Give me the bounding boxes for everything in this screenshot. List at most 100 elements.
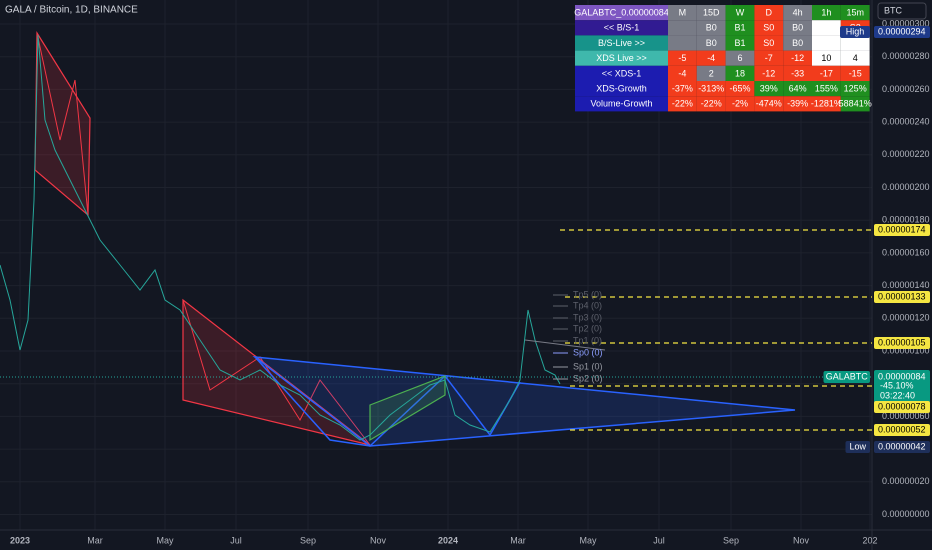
price-tag-text: 0.00000042	[878, 441, 926, 451]
table-cell	[812, 35, 841, 51]
price-tag	[874, 26, 930, 38]
time-label: 202	[862, 535, 877, 545]
table-cell	[812, 20, 841, 36]
table-cell	[696, 35, 726, 51]
table-text: -12	[791, 53, 804, 63]
table-cell	[812, 50, 841, 66]
grid	[0, 0, 872, 530]
table-text: GALABTC_0.00000084	[574, 7, 669, 17]
price-tag	[874, 370, 930, 403]
table-text: S0	[763, 38, 774, 48]
table-cell	[696, 50, 726, 66]
table-text: -65%	[729, 83, 750, 93]
table-text: 2	[709, 68, 714, 78]
projection	[524, 339, 606, 351]
table-cell	[754, 5, 784, 21]
table-text: 125%	[844, 83, 867, 93]
table-text: XDS-Growth	[596, 83, 647, 93]
table-cell	[696, 5, 726, 21]
tag-name	[845, 441, 870, 453]
table-cell	[575, 96, 668, 112]
table-cell	[783, 5, 812, 21]
price-label: 0.00000120	[882, 313, 930, 323]
table-cell	[783, 81, 812, 97]
price-tag	[874, 424, 930, 436]
table-text: 39%	[760, 83, 778, 93]
price-label: 0.00000100	[882, 345, 930, 355]
price-label: 0.00000060	[882, 411, 930, 421]
table-text: -7	[765, 53, 773, 63]
table-cell	[668, 96, 697, 112]
price-tag-text: 0.00000105	[878, 337, 926, 347]
table-text: 18	[735, 68, 745, 78]
table-text: D	[766, 7, 773, 17]
table-cell	[783, 50, 812, 66]
table-cell	[575, 35, 668, 51]
table-cell	[668, 5, 697, 21]
table-cell	[783, 96, 812, 112]
price-label: 0.00000260	[882, 84, 930, 94]
target-label: Tp4 (0)	[573, 300, 602, 310]
price-label: 0.00000180	[882, 215, 930, 225]
table-cell	[696, 20, 726, 36]
time-label: May	[156, 535, 174, 545]
level-lines	[560, 229, 872, 431]
table-text: 4	[853, 53, 858, 63]
table-cell	[754, 65, 784, 81]
price-tag-text: -45.10%	[880, 380, 914, 390]
table-text: W	[736, 7, 745, 17]
table-text: -17	[820, 68, 833, 78]
currency-button[interactable]	[877, 2, 927, 20]
table-text: -37%	[672, 83, 693, 93]
time-label: Nov	[370, 535, 387, 545]
table-text: B0	[706, 38, 717, 48]
price-tag	[874, 291, 930, 303]
table-cell	[668, 35, 697, 51]
tag-name-text: High	[846, 26, 865, 36]
table-cell	[575, 50, 668, 66]
pattern-leg	[182, 299, 371, 446]
currency-label[interactable]: BTC	[884, 5, 903, 15]
table-cell	[575, 5, 668, 21]
table-cell	[725, 35, 755, 51]
table-text: -5	[678, 53, 686, 63]
target-label: Sp1 (0)	[573, 361, 603, 371]
price-label: 0.00000240	[882, 116, 930, 126]
target-label: Tp2 (0)	[573, 323, 602, 333]
table-cell	[696, 81, 726, 97]
time-label: Sep	[723, 535, 739, 545]
table-text: -39%	[787, 99, 808, 109]
table-text: << B/S-1	[604, 23, 640, 33]
table-cell	[725, 20, 755, 36]
table-cell	[840, 96, 870, 112]
table-cell	[725, 81, 755, 97]
table-cell	[812, 65, 841, 81]
table-cell	[725, 50, 755, 66]
time-label: May	[579, 535, 597, 545]
table-text: B1	[734, 38, 745, 48]
table-cell	[725, 5, 755, 21]
table-text: -474%	[756, 99, 782, 109]
table-cell	[725, 96, 755, 112]
table-text: 1h	[821, 7, 831, 17]
table-text: 15m	[846, 7, 864, 17]
target-label: Sp2 (0)	[573, 373, 603, 383]
time-label: Nov	[793, 535, 810, 545]
time-label: Sep	[300, 535, 316, 545]
tag-name	[823, 371, 870, 383]
price-tag-text: 03:22:40	[880, 390, 915, 400]
table-cell	[696, 65, 726, 81]
table-cell	[754, 81, 784, 97]
table-text: 4h	[793, 7, 803, 17]
table-text: -313%	[698, 83, 724, 93]
price-tag	[874, 401, 930, 413]
table-cell	[754, 50, 784, 66]
table-text: 15D	[703, 7, 720, 17]
target-label: Sp0 (0)	[573, 347, 603, 357]
table-cell	[668, 65, 697, 81]
time-label: 2023	[10, 535, 30, 545]
table-cell	[725, 65, 755, 81]
time-label: Jul	[653, 535, 665, 545]
table-text: 58841%	[839, 99, 872, 109]
